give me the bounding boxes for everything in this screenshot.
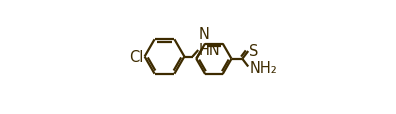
Text: Cl: Cl — [129, 50, 144, 64]
Text: NH₂: NH₂ — [249, 60, 277, 75]
Text: S: S — [249, 44, 259, 58]
Text: HN: HN — [199, 42, 221, 57]
Text: N: N — [199, 27, 210, 42]
